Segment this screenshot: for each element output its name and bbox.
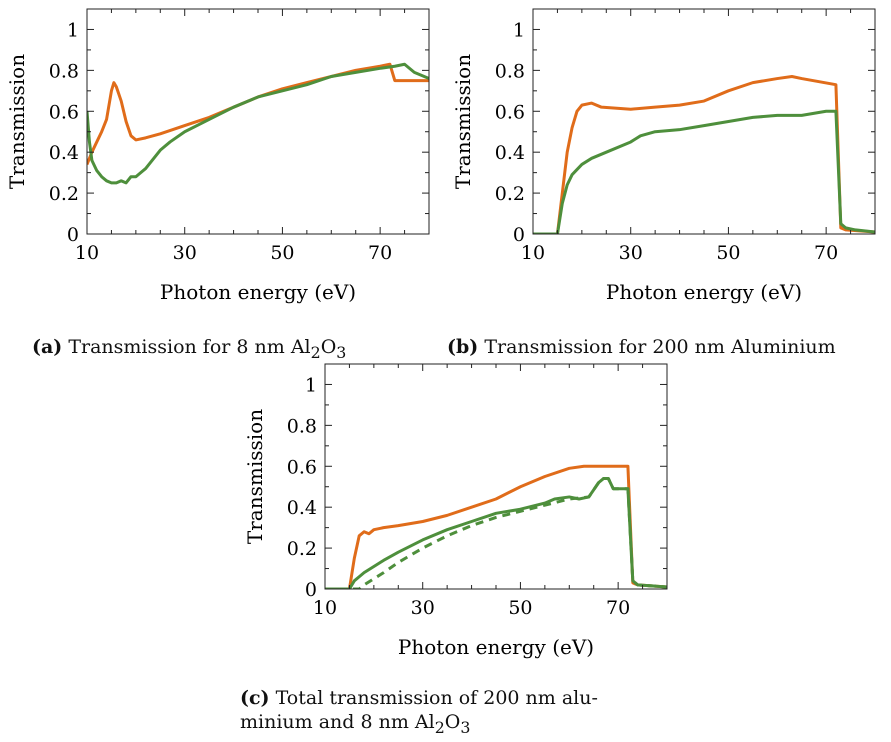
y-tick-label: 0.2 bbox=[49, 183, 79, 205]
y-tick-label: 0.6 bbox=[49, 101, 79, 123]
chart-a: 10 30 50 70 0 0.2 0.4 0.6 0.8 1 Photon energy (eV)… bbox=[5, 8, 430, 304]
plot-frame bbox=[324, 363, 668, 590]
y-tick-label: 0 bbox=[305, 579, 317, 601]
caption-b-label: (b) bbox=[447, 336, 479, 358]
x-tick-label: 50 bbox=[270, 242, 294, 264]
chart-b: 10 30 50 70 0 0.2 0.4 0.6 0.8 1 Photon energy (eV)… bbox=[451, 8, 876, 304]
caption-c-label: (c) bbox=[240, 687, 270, 709]
x-tick-label: 30 bbox=[619, 242, 643, 264]
y-tick-label: 0.2 bbox=[287, 538, 317, 560]
y-tick-label: 0 bbox=[67, 224, 79, 246]
plot-frame bbox=[532, 8, 876, 235]
y-tick-label: 0.2 bbox=[495, 183, 525, 205]
y-tick-label: 1 bbox=[513, 19, 525, 41]
caption-b-text: Transmission for 200 nm Aluminium bbox=[484, 336, 836, 358]
x-tick-label: 70 bbox=[814, 242, 838, 264]
series-line-1 bbox=[87, 62, 429, 166]
x-axis-label: Photon energy (eV) bbox=[606, 280, 802, 304]
series-line-1 bbox=[533, 75, 875, 234]
y-tick-label: 0.6 bbox=[495, 101, 525, 123]
y-tick-label: 0.6 bbox=[287, 456, 317, 478]
plot-frame bbox=[86, 8, 430, 235]
y-tick-label: 0.4 bbox=[287, 497, 317, 519]
x-tick-label: 10 bbox=[313, 597, 337, 619]
caption-c-line2: minium and 8 nm Al2O3 bbox=[240, 711, 471, 737]
x-tick-label: 70 bbox=[368, 242, 392, 264]
caption-b: (b) Transmission for 200 nm Aluminium bbox=[447, 335, 891, 359]
x-tick-label: 10 bbox=[75, 242, 99, 264]
caption-a: (a) Transmission for 8 nm Al2O3 bbox=[32, 335, 432, 365]
caption-c: (c) Total transmission of 200 nm alu- mi… bbox=[240, 686, 682, 740]
x-tick-label: 30 bbox=[411, 597, 435, 619]
caption-c-line1: (c) Total transmission of 200 nm alu- bbox=[240, 687, 598, 709]
x-axis-label: Photon energy (eV) bbox=[160, 280, 356, 304]
caption-a-label: (a) bbox=[32, 336, 63, 358]
y-tick-label: 0 bbox=[513, 224, 525, 246]
y-tick-label: 0.4 bbox=[49, 142, 79, 164]
y-axis-label: Transmission bbox=[451, 54, 475, 189]
x-axis-label: Photon energy (eV) bbox=[398, 635, 594, 659]
y-tick-label: 1 bbox=[305, 374, 317, 396]
y-tick-label: 0.8 bbox=[287, 415, 317, 437]
series-line-2 bbox=[87, 62, 429, 185]
x-tick-label: 50 bbox=[508, 597, 532, 619]
caption-a-text: Transmission for 8 nm Al2O3 bbox=[68, 336, 347, 362]
y-tick-label: 0.8 bbox=[49, 60, 79, 82]
x-tick-label: 70 bbox=[606, 597, 630, 619]
x-tick-label: 10 bbox=[521, 242, 545, 264]
series-line-3 bbox=[325, 477, 667, 589]
y-axis-label: Transmission bbox=[243, 409, 267, 544]
y-tick-label: 1 bbox=[67, 19, 79, 41]
chart-c: 10 30 50 70 0 0.2 0.4 0.6 0.8 1 Photon energy (eV)… bbox=[243, 363, 668, 659]
y-tick-label: 0.4 bbox=[495, 142, 525, 164]
series-line-2 bbox=[533, 109, 875, 234]
x-tick-label: 50 bbox=[716, 242, 740, 264]
series-line-1 bbox=[325, 464, 667, 589]
y-tick-label: 0.8 bbox=[495, 60, 525, 82]
x-tick-label: 30 bbox=[173, 242, 197, 264]
series-line-2 bbox=[325, 477, 667, 589]
y-axis-label: Transmission bbox=[5, 54, 29, 189]
